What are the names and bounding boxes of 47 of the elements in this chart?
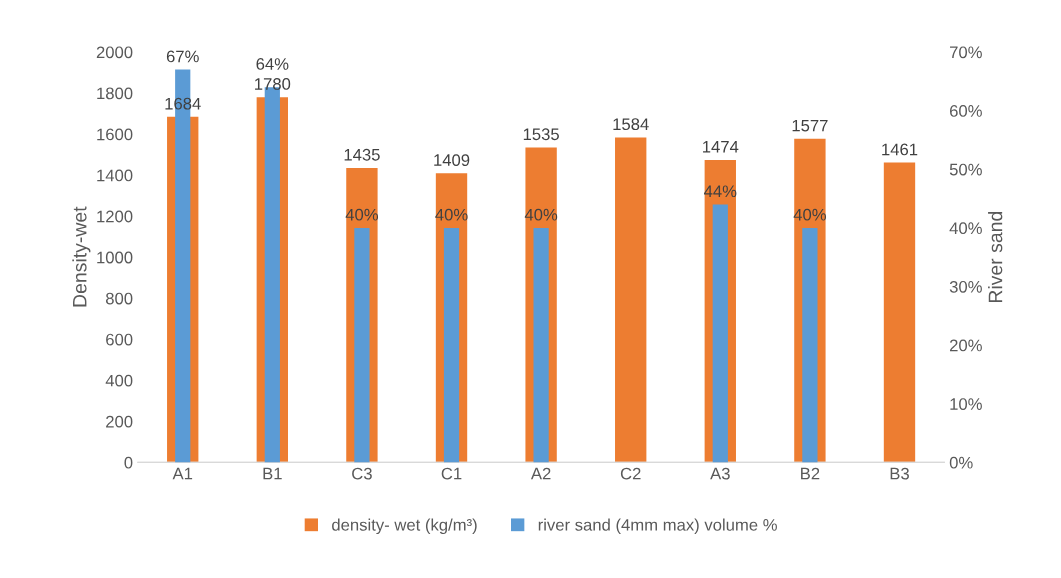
x-tick-label: A3	[710, 467, 730, 480]
data-label: 67%	[166, 50, 199, 63]
y2-tick-label: 70%	[950, 46, 982, 59]
x-tick-label: A1	[172, 467, 193, 480]
bar	[802, 227, 818, 463]
x-tick-label: C1	[441, 467, 462, 480]
data-label: 1584	[613, 118, 649, 131]
y2-tick-label: 20%	[949, 339, 982, 352]
x-tick-label: A2	[530, 467, 551, 480]
data-label: 64%	[256, 58, 289, 70]
data-label: 1577	[792, 119, 828, 132]
data-label: 1435	[344, 148, 380, 161]
x-tick-label: B2	[801, 467, 820, 480]
y-tick-label: 1400	[97, 169, 133, 182]
y-tick-label: 1200	[97, 210, 133, 223]
y-tick-label: 1000	[97, 251, 133, 264]
bar	[883, 162, 916, 463]
y2-tick-label: 40%	[949, 222, 982, 235]
y-tick-label: 600	[106, 333, 133, 346]
data-label: 1409	[434, 154, 470, 166]
y2-tick-label: 10%	[950, 398, 982, 410]
x-tick-label: B1	[263, 467, 282, 480]
bar	[533, 227, 549, 463]
data-label: 1535	[523, 128, 559, 141]
y2-axis-title: River sand	[988, 211, 1003, 303]
y2-tick-label: 50%	[949, 163, 982, 176]
y-tick-label: 400	[105, 374, 133, 387]
y2-tick-label: 0%	[949, 456, 973, 469]
y-tick-label: 2000	[96, 46, 133, 59]
y-tick-label: 1800	[97, 87, 133, 100]
y-tick-label: 200	[106, 415, 133, 428]
data-label: 1780	[255, 78, 291, 90]
data-label: 1461	[882, 143, 918, 156]
y-tick-label: 1600	[97, 128, 133, 141]
x-tick-label: C3	[352, 467, 372, 480]
y2-tick-label: 60%	[950, 105, 982, 117]
legend-label: density- wet (kg/m³)	[332, 518, 477, 535]
x-tick-label: B3	[890, 467, 909, 480]
bar	[615, 137, 647, 463]
y-tick-label: 0	[124, 456, 133, 469]
y-tick-label: 800	[105, 292, 133, 305]
data-label: 1474	[703, 141, 739, 153]
data-label: 40%	[524, 208, 558, 221]
x-tick-label: C2	[620, 467, 641, 480]
y2-tick-label: 30%	[949, 280, 982, 293]
y-axis-title: Density-wet	[72, 206, 91, 307]
legend-label: river sand (4mm max) volume %	[538, 518, 777, 535]
